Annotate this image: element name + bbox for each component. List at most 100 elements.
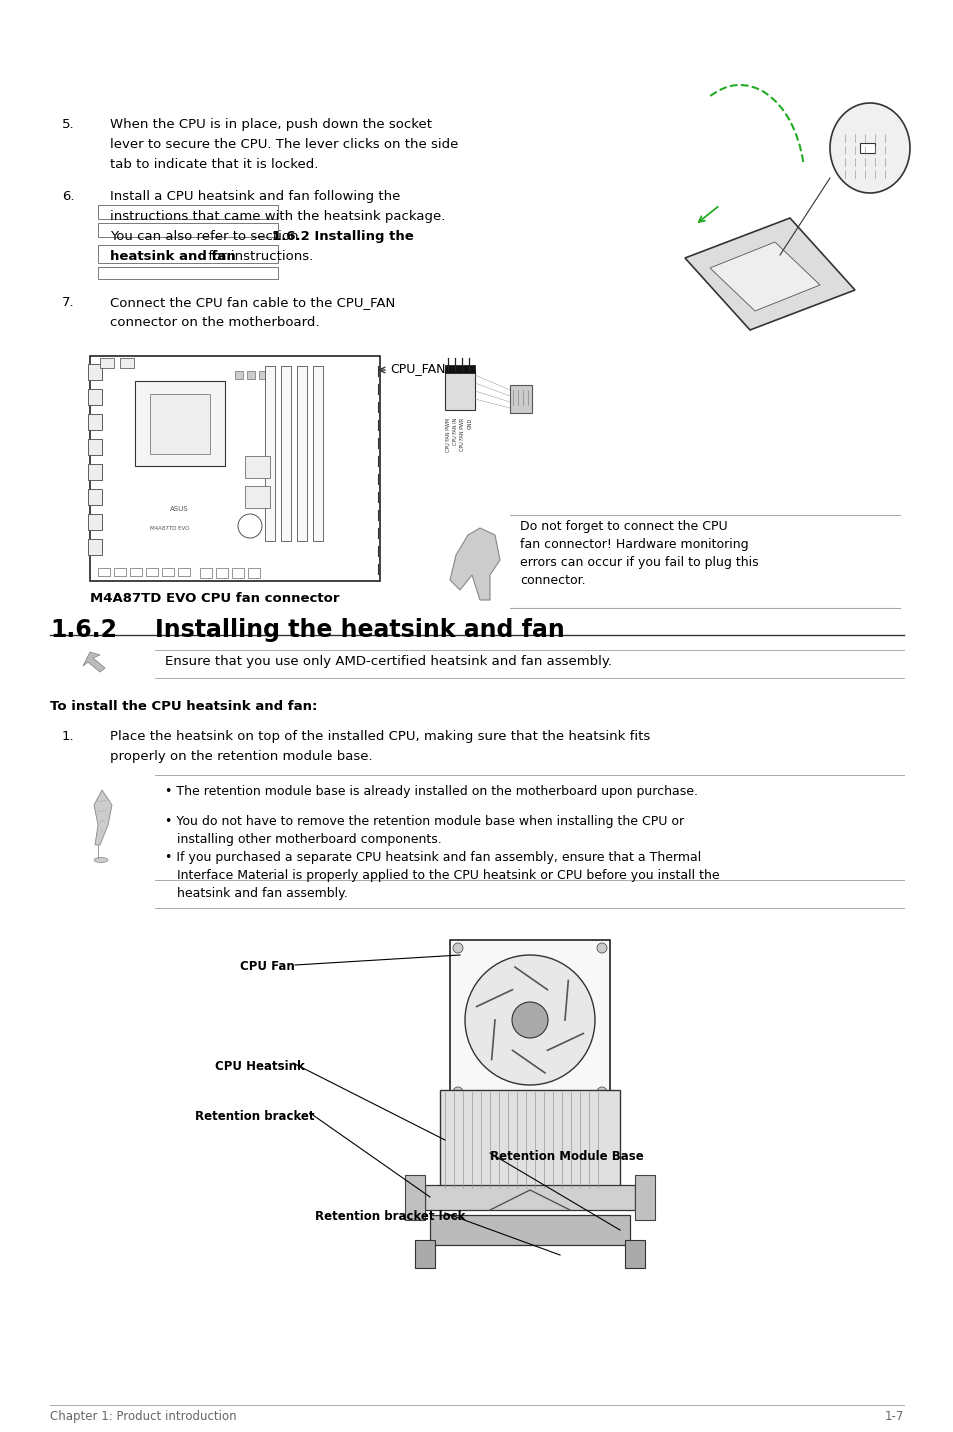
Text: M4A87TD EVO: M4A87TD EVO — [150, 526, 190, 531]
Circle shape — [453, 1087, 462, 1097]
Bar — [88, 440, 102, 455]
Text: connector.: connector. — [519, 574, 585, 587]
Bar — [265, 367, 274, 541]
Text: Chapter 1: Product introduction: Chapter 1: Product introduction — [50, 1411, 236, 1423]
Ellipse shape — [94, 858, 108, 862]
Bar — [247, 371, 254, 379]
Text: Install a CPU heatsink and fan following the: Install a CPU heatsink and fan following… — [110, 190, 400, 203]
Text: • The retention module base is already installed on the motherboard upon purchas: • The retention module base is already i… — [165, 785, 698, 798]
Text: 1.6.2 Installing the: 1.6.2 Installing the — [272, 231, 414, 243]
Text: 1.6.2: 1.6.2 — [50, 619, 117, 642]
Bar — [200, 569, 212, 579]
Polygon shape — [450, 528, 499, 600]
Bar — [215, 569, 228, 579]
Bar — [245, 485, 270, 508]
Bar — [450, 939, 609, 1100]
Bar — [88, 514, 102, 530]
Text: 1-7: 1-7 — [883, 1411, 903, 1423]
Text: CPU Heatsink: CPU Heatsink — [214, 1060, 304, 1073]
Bar — [98, 266, 277, 279]
Bar — [444, 369, 475, 410]
Text: When the CPU is in place, push down the socket: When the CPU is in place, push down the … — [110, 117, 432, 130]
Bar — [100, 358, 113, 368]
Text: CPU FAN IN: CPU FAN IN — [453, 418, 458, 445]
Bar — [415, 1240, 435, 1267]
Text: Do not forget to connect the CPU: Do not forget to connect the CPU — [519, 520, 727, 533]
Text: Place the heatsink on top of the installed CPU, making sure that the heatsink fi: Place the heatsink on top of the install… — [110, 730, 650, 743]
Text: 7.: 7. — [62, 296, 74, 309]
Text: tab to indicate that it is locked.: tab to indicate that it is locked. — [110, 158, 318, 170]
Bar — [245, 455, 270, 478]
Text: Retention bracket lock: Retention bracket lock — [314, 1210, 465, 1223]
Bar — [88, 538, 102, 556]
Bar — [130, 569, 142, 576]
Bar — [135, 381, 225, 465]
Text: heatsink and fan: heatsink and fan — [110, 251, 235, 263]
Text: connector on the motherboard.: connector on the motherboard. — [110, 316, 319, 329]
Text: Installing the heatsink and fan: Installing the heatsink and fan — [154, 619, 564, 642]
Polygon shape — [94, 790, 112, 845]
Bar — [113, 569, 126, 576]
Text: • You do not have to remove the retention module base when installing the CPU or: • You do not have to remove the retentio… — [165, 815, 683, 828]
Text: 6.: 6. — [62, 190, 74, 203]
Bar — [88, 364, 102, 379]
Text: installing other motherboard components.: installing other motherboard components. — [165, 833, 441, 846]
Text: CPU Fan: CPU Fan — [240, 959, 294, 972]
Bar — [439, 1090, 619, 1190]
Text: 5.: 5. — [62, 117, 74, 130]
Text: lever to secure the CPU. The lever clicks on the side: lever to secure the CPU. The lever click… — [110, 137, 457, 150]
Bar — [98, 245, 277, 263]
Bar — [510, 385, 532, 412]
Circle shape — [597, 944, 606, 954]
Bar — [232, 569, 244, 579]
Polygon shape — [709, 242, 820, 311]
Text: instructions that came with the heatsink package.: instructions that came with the heatsink… — [110, 211, 445, 223]
Ellipse shape — [829, 103, 909, 193]
Bar — [624, 1240, 644, 1267]
Circle shape — [453, 944, 462, 954]
Text: ASUS: ASUS — [170, 505, 189, 513]
Text: M4A87TD EVO CPU fan connector: M4A87TD EVO CPU fan connector — [90, 591, 339, 604]
Bar — [88, 488, 102, 505]
Bar — [444, 365, 475, 372]
Polygon shape — [83, 652, 105, 672]
Text: Interface Material is properly applied to the CPU heatsink or CPU before you ins: Interface Material is properly applied t… — [165, 869, 719, 882]
Bar — [146, 569, 158, 576]
Text: CPU FAN PWR: CPU FAN PWR — [460, 418, 465, 451]
Bar — [281, 367, 291, 541]
Text: Retention Module Base: Retention Module Base — [490, 1150, 643, 1163]
Bar — [150, 394, 210, 454]
Text: heatsink and fan assembly.: heatsink and fan assembly. — [165, 886, 348, 899]
Text: You can also refer to section: You can also refer to section — [110, 231, 302, 243]
Bar — [178, 569, 190, 576]
Bar — [313, 367, 323, 541]
Text: Retention bracket: Retention bracket — [194, 1110, 314, 1123]
Text: Ensure that you use only AMD-certified heatsink and fan assembly.: Ensure that you use only AMD-certified h… — [165, 654, 612, 667]
Text: CPU_FAN: CPU_FAN — [390, 362, 445, 375]
Text: properly on the retention module base.: properly on the retention module base. — [110, 750, 373, 763]
Polygon shape — [684, 218, 854, 329]
Bar — [98, 569, 110, 576]
Text: fan connector! Hardware monitoring: fan connector! Hardware monitoring — [519, 538, 748, 551]
Text: Connect the CPU fan cable to the CPU_FAN: Connect the CPU fan cable to the CPU_FAN — [110, 296, 395, 309]
Text: errors can occur if you fail to plug this: errors can occur if you fail to plug thi… — [519, 556, 758, 569]
Bar — [98, 205, 277, 219]
Bar — [635, 1176, 655, 1220]
Bar — [296, 367, 307, 541]
Circle shape — [464, 955, 595, 1085]
Bar — [88, 464, 102, 480]
Text: • If you purchased a separate CPU heatsink and fan assembly, ensure that a Therm: • If you purchased a separate CPU heatsi… — [165, 851, 700, 863]
Bar — [120, 358, 133, 368]
Text: 1.: 1. — [62, 730, 74, 743]
Bar — [162, 569, 173, 576]
Text: GND: GND — [467, 418, 472, 430]
Circle shape — [512, 1002, 547, 1038]
Bar — [430, 1214, 629, 1244]
Text: CPU FAN PWM: CPU FAN PWM — [446, 418, 451, 453]
Bar — [234, 371, 243, 379]
Circle shape — [597, 1087, 606, 1097]
Bar — [258, 371, 267, 379]
Text: To install the CPU heatsink and fan:: To install the CPU heatsink and fan: — [50, 700, 317, 713]
Bar — [405, 1176, 424, 1220]
Bar — [88, 414, 102, 430]
